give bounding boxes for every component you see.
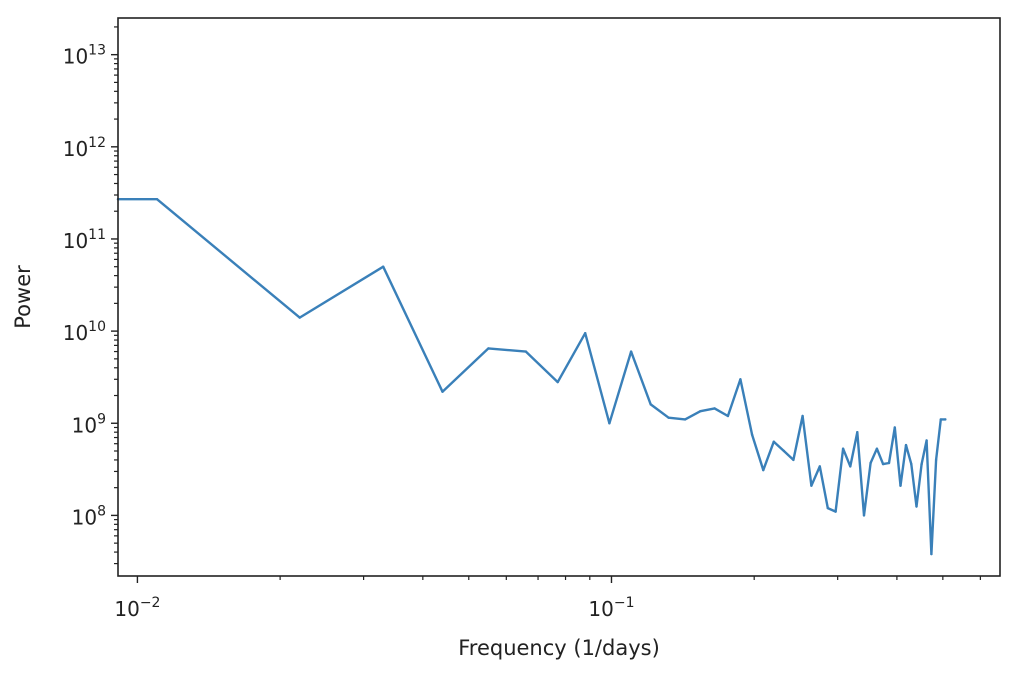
plot-frame xyxy=(117,17,1001,577)
data-point xyxy=(856,431,859,434)
data-point xyxy=(441,390,444,393)
y-tick-label-exponent: 13 xyxy=(88,43,106,59)
y-tick-label-base: 10 xyxy=(63,137,88,161)
data-point xyxy=(649,403,652,406)
data-point xyxy=(713,407,716,410)
y-tick-label: 1012 xyxy=(63,135,106,161)
y-tick-label-exponent: 10 xyxy=(88,319,106,335)
y-tick-label: 1010 xyxy=(63,319,106,345)
data-point xyxy=(910,462,913,466)
data-point xyxy=(629,350,633,353)
data-point xyxy=(869,461,872,465)
y-tick-label: 108 xyxy=(72,503,106,529)
data-point xyxy=(801,414,804,418)
y-tick-label-exponent: 8 xyxy=(97,503,106,519)
y-tick-label: 1013 xyxy=(63,43,106,69)
data-point xyxy=(904,443,908,447)
x-axis-label: Frequency (1/days) xyxy=(458,636,660,660)
data-point xyxy=(925,439,928,442)
y-tick-label-exponent: 12 xyxy=(88,135,106,151)
data-point xyxy=(667,416,670,419)
x-major-ticks: 10−2 10−1 xyxy=(114,576,635,621)
data-point xyxy=(818,465,821,468)
data-point xyxy=(772,440,775,443)
data-point xyxy=(699,410,702,413)
x-tick-label: 10−2 xyxy=(114,595,160,621)
data-point xyxy=(939,418,942,421)
data-point xyxy=(934,458,938,462)
series-layer xyxy=(116,197,947,556)
data-point xyxy=(893,426,896,429)
x-tick-label-exponent: −2 xyxy=(140,595,161,611)
y-tick-label-base: 10 xyxy=(72,505,97,529)
x-tick-label-base: 10 xyxy=(114,597,139,621)
series-line xyxy=(116,197,947,556)
y-tick-label-base: 10 xyxy=(63,229,88,253)
x-tick-label-base: 10 xyxy=(588,597,613,621)
data-point xyxy=(944,418,947,421)
data-point xyxy=(608,422,611,425)
y-tick-label-base: 10 xyxy=(63,45,88,69)
y-tick-label-exponent: 11 xyxy=(88,227,106,243)
data-point xyxy=(920,462,923,466)
data-point xyxy=(849,465,852,468)
data-point xyxy=(382,265,385,268)
data-point xyxy=(792,458,795,462)
data-point xyxy=(556,380,559,384)
data-point xyxy=(782,449,786,453)
y-tick-label-exponent: 9 xyxy=(97,411,106,427)
y-tick-label-base: 10 xyxy=(63,321,88,345)
data-point xyxy=(887,461,891,465)
data-point xyxy=(683,418,687,421)
data-point xyxy=(739,378,742,381)
data-point xyxy=(899,484,902,487)
data-point xyxy=(762,468,765,472)
data-point xyxy=(841,447,845,450)
data-point xyxy=(726,414,730,418)
data-point xyxy=(915,505,918,508)
y-axis-label: Power xyxy=(11,265,35,329)
data-point xyxy=(862,514,866,517)
data-point xyxy=(810,484,813,487)
data-point xyxy=(524,350,528,353)
data-point xyxy=(298,316,301,319)
y-tick-label: 109 xyxy=(72,411,106,437)
y-tick-label: 1011 xyxy=(63,227,106,253)
y-tick-label-base: 10 xyxy=(72,413,97,437)
data-point xyxy=(881,462,885,466)
data-point xyxy=(155,198,159,201)
data-point xyxy=(826,506,829,510)
data-point xyxy=(584,332,587,335)
x-tick-label: 10−1 xyxy=(588,595,634,621)
data-point xyxy=(487,347,490,350)
x-tick-label-exponent: −1 xyxy=(614,595,635,611)
data-point xyxy=(875,447,879,450)
data-point xyxy=(930,552,933,556)
data-point xyxy=(834,510,837,513)
data-point xyxy=(750,433,754,436)
